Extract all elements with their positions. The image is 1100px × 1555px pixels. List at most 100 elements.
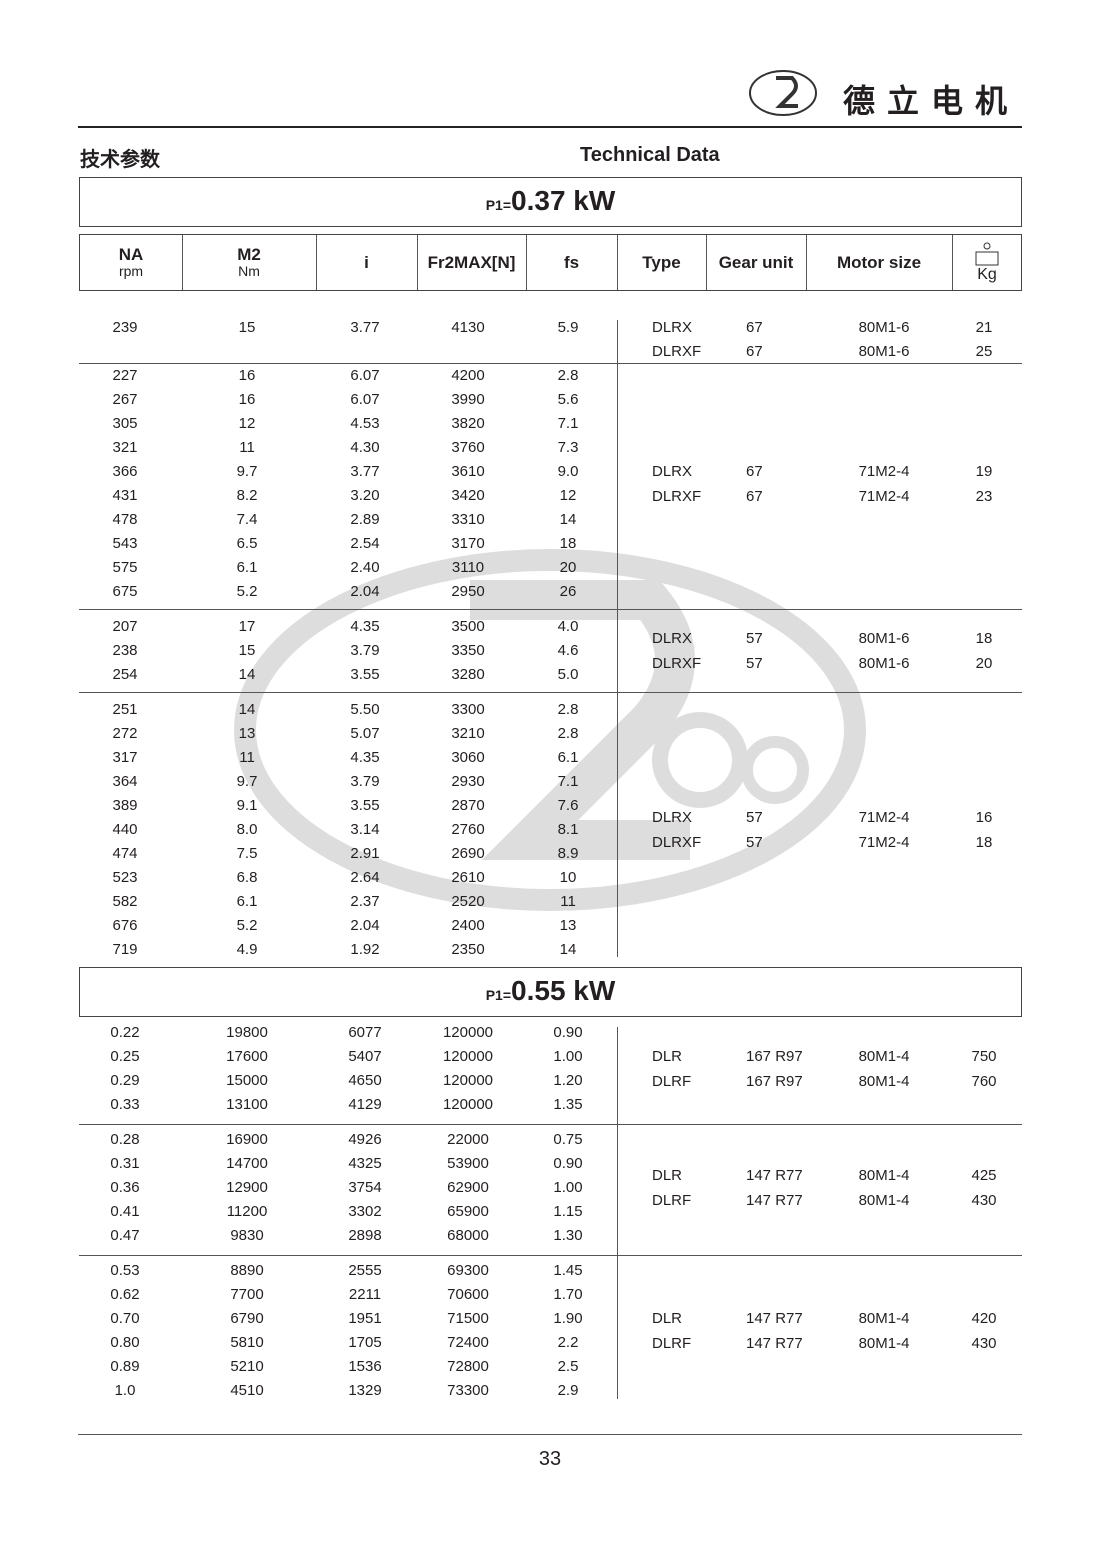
- cell-na: 0.53: [110, 1262, 140, 1279]
- cell-fs: 4.6: [557, 642, 579, 659]
- cell-m2: 11: [239, 439, 255, 456]
- cell-m2: 13: [238, 725, 256, 742]
- cell-i: 4129: [348, 1096, 382, 1113]
- cell-fs: 1.90: [553, 1310, 583, 1327]
- cell-na: 474: [112, 845, 138, 862]
- cell-i: 5.50: [350, 701, 380, 718]
- cell-gear-unit: 67: [746, 319, 763, 336]
- cell-i: 3302: [348, 1203, 382, 1220]
- cell-kg: 750: [971, 1047, 997, 1065]
- cell-motor-size: 80M1-4: [858, 1047, 910, 1065]
- cell-m2: 7700: [230, 1286, 264, 1303]
- cell-fs: 7.6: [557, 797, 579, 814]
- weight-icon: [975, 242, 999, 266]
- cell-kg: 430: [971, 1191, 997, 1209]
- cell-m2: 15: [238, 319, 256, 336]
- watermark-logo: [234, 549, 866, 911]
- cell-na: 675: [112, 583, 138, 600]
- col-gear-unit: Gear unit: [718, 253, 794, 272]
- cell-i: 3.79: [350, 773, 380, 790]
- column-header: NA rpm M2 Nm i Fr2MAX[N] fs Type Gear unit…: [79, 234, 1022, 291]
- cell-fs: 10: [559, 869, 577, 886]
- cell-na: 364: [112, 773, 138, 790]
- cell-m2: 6.8: [236, 869, 258, 886]
- cell-type: DLRF: [652, 1191, 692, 1209]
- cell-fs: 0.75: [553, 1131, 583, 1148]
- cell-m2: 9.7: [236, 773, 258, 790]
- cell-type: DLRX: [652, 319, 693, 336]
- cell-fs: 2.2: [557, 1334, 579, 1351]
- cell-fs: 0.90: [553, 1155, 583, 1172]
- cell-motor-size: 71M2-4: [858, 808, 910, 826]
- cell-i: 1536: [348, 1358, 382, 1375]
- cell-fr: 3420: [451, 487, 485, 504]
- cell-fs: 12: [559, 487, 577, 504]
- cell-na: 305: [112, 415, 138, 432]
- cell-fr: 120000: [442, 1048, 494, 1065]
- col-fs: fs: [563, 253, 580, 272]
- cell-i: 4.35: [350, 749, 380, 766]
- cell-fs: 5.0: [557, 666, 579, 683]
- cell-i: 4.53: [350, 415, 380, 432]
- group-divider: [79, 609, 1022, 610]
- cell-fs: 0.90: [553, 1024, 583, 1041]
- cell-na: 251: [112, 701, 138, 718]
- cell-fs: 5.6: [557, 391, 579, 408]
- cell-type: DLR: [652, 1047, 683, 1065]
- cell-fr: 72400: [447, 1334, 489, 1351]
- cell-m2: 7.5: [236, 845, 258, 862]
- cell-na: 0.29: [110, 1072, 140, 1089]
- cell-fr: 120000: [442, 1072, 494, 1089]
- cell-m2: 15000: [226, 1072, 268, 1089]
- cell-m2: 19800: [226, 1024, 268, 1041]
- cell-type: DLRX: [652, 808, 693, 826]
- cell-fr: 120000: [442, 1024, 494, 1041]
- cell-m2: 16900: [226, 1131, 268, 1148]
- cell-na: 0.31: [110, 1155, 140, 1172]
- cell-i: 2.37: [350, 893, 380, 910]
- cell-fr: 72800: [447, 1358, 489, 1375]
- cell-motor-size: 80M1-4: [858, 1334, 910, 1352]
- cell-na: 431: [112, 487, 138, 504]
- power-box-1: P1=0.37 kW: [79, 177, 1022, 227]
- cell-motor-size: 71M2-4: [858, 462, 910, 480]
- cell-fs: 7.1: [557, 773, 579, 790]
- cell-type: DLRXF: [652, 833, 702, 851]
- cell-kg: 18: [975, 833, 993, 851]
- cell-fs: 9.0: [557, 463, 579, 480]
- cell-i: 1329: [348, 1382, 382, 1399]
- cell-na: 272: [112, 725, 138, 742]
- cell-i: 2555: [348, 1262, 382, 1279]
- cell-i: 2211: [348, 1286, 382, 1303]
- cell-motor-size: 80M1-4: [858, 1191, 910, 1209]
- cell-i: 3.14: [350, 821, 380, 838]
- cell-gear-unit: 167 R97: [746, 1047, 803, 1065]
- cell-na: 523: [112, 869, 138, 886]
- cell-fr: 4130: [451, 319, 485, 336]
- cell-kg: 19: [975, 462, 993, 480]
- cell-type: DLRX: [652, 462, 693, 480]
- cell-m2: 8890: [230, 1262, 264, 1279]
- cell-fs: 8.9: [557, 845, 579, 862]
- col-fr: Fr2MAX[N]: [427, 253, 516, 272]
- cell-fr: 2950: [451, 583, 485, 600]
- cell-kg: 20: [975, 654, 993, 672]
- cell-m2: 4510: [230, 1382, 264, 1399]
- cell-fr: 70600: [447, 1286, 489, 1303]
- cell-fr: 2350: [451, 941, 485, 958]
- cell-fs: 2.8: [557, 367, 579, 384]
- cell-m2: 9.1: [236, 797, 258, 814]
- cell-m2: 16: [238, 391, 256, 408]
- cell-na: 207: [112, 618, 138, 635]
- cell-i: 2898: [348, 1227, 382, 1244]
- cell-m2: 16: [238, 367, 256, 384]
- cell-m2: 5.2: [236, 583, 258, 600]
- cell-i: 5.07: [350, 725, 380, 742]
- cell-m2: 5810: [230, 1334, 264, 1351]
- cell-na: 0.28: [110, 1131, 140, 1148]
- cell-motor-size: 71M2-4: [858, 833, 910, 851]
- cell-gear-unit: 57: [746, 808, 763, 826]
- cell-fr: 2610: [451, 869, 485, 886]
- cell-fr: 3990: [451, 391, 485, 408]
- cell-kg: 16: [975, 808, 993, 826]
